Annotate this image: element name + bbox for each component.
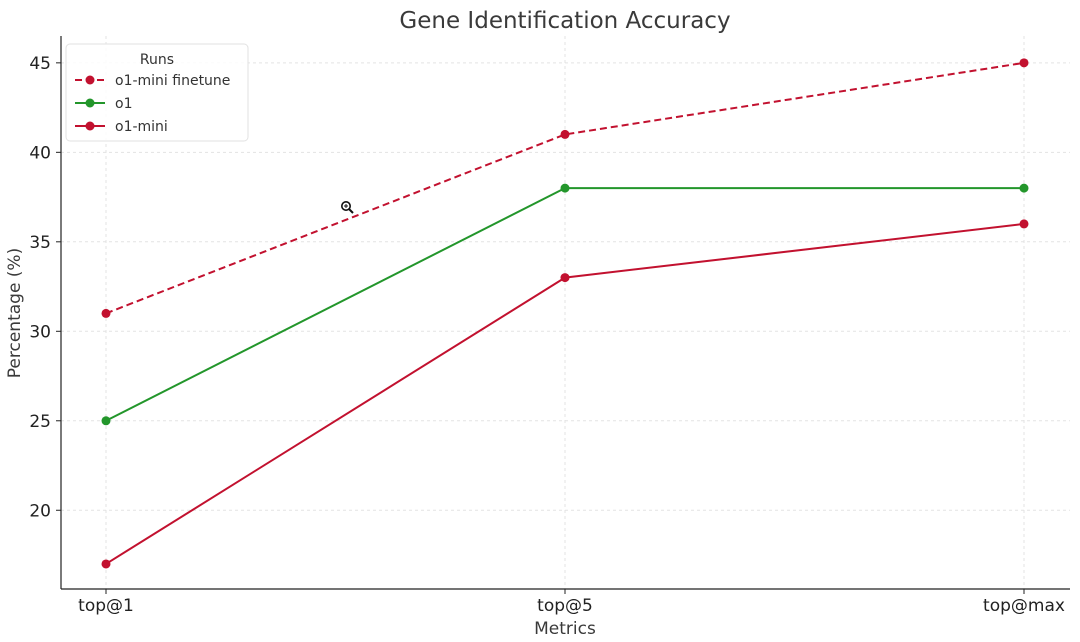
data-point-o1 [1019, 183, 1029, 193]
legend-title: Runs [140, 52, 174, 68]
y-tick-label: 30 [29, 322, 51, 342]
legend-label-o1-mini-finetune: o1-mini finetune [115, 73, 230, 89]
data-point-o1 [101, 416, 111, 426]
y-tick-label: 40 [29, 143, 51, 163]
legend-label-o1-mini: o1-mini [115, 119, 168, 135]
data-point-o1 [560, 183, 570, 193]
y-tick-label: 25 [29, 412, 51, 432]
data-point-o1-mini [1019, 219, 1029, 229]
legend-entries: o1-mini finetune o1 o1-mini [75, 73, 230, 135]
y-axis-label: Percentage (%) [5, 248, 25, 378]
data-point-o1-mini [560, 273, 570, 283]
axes [56, 36, 1070, 594]
x-axis-label: Metrics [534, 619, 596, 639]
series-layer [101, 58, 1029, 569]
data-point-o1-mini-finetune [1019, 58, 1029, 68]
x-tick-label: top@1 [78, 596, 134, 616]
zoom-in-icon[interactable] [341, 201, 354, 214]
legend: Runs o1-mini finetune o1 o1-mini [65, 43, 249, 142]
data-point-o1-mini-finetune [560, 129, 570, 139]
legend-marker-o1-mini-finetune [85, 75, 95, 85]
legend-box [65, 43, 249, 142]
x-tick-label: top@5 [537, 596, 593, 616]
chart-title: Gene Identification Accuracy [399, 8, 730, 34]
legend-marker-o1-mini [85, 121, 95, 131]
data-point-o1-mini-finetune [101, 308, 111, 318]
legend-marker-o1 [85, 98, 95, 108]
legend-label-o1: o1 [115, 96, 132, 112]
y-tick-label: 20 [29, 501, 51, 521]
y-tick-label: 45 [29, 54, 51, 74]
tick-labels: 20 25 30 35 40 45 top@1 top@5 top@max [29, 54, 1065, 616]
y-tick-label: 35 [29, 233, 51, 253]
data-point-o1-mini [101, 559, 111, 569]
x-tick-label: top@max [983, 596, 1065, 616]
